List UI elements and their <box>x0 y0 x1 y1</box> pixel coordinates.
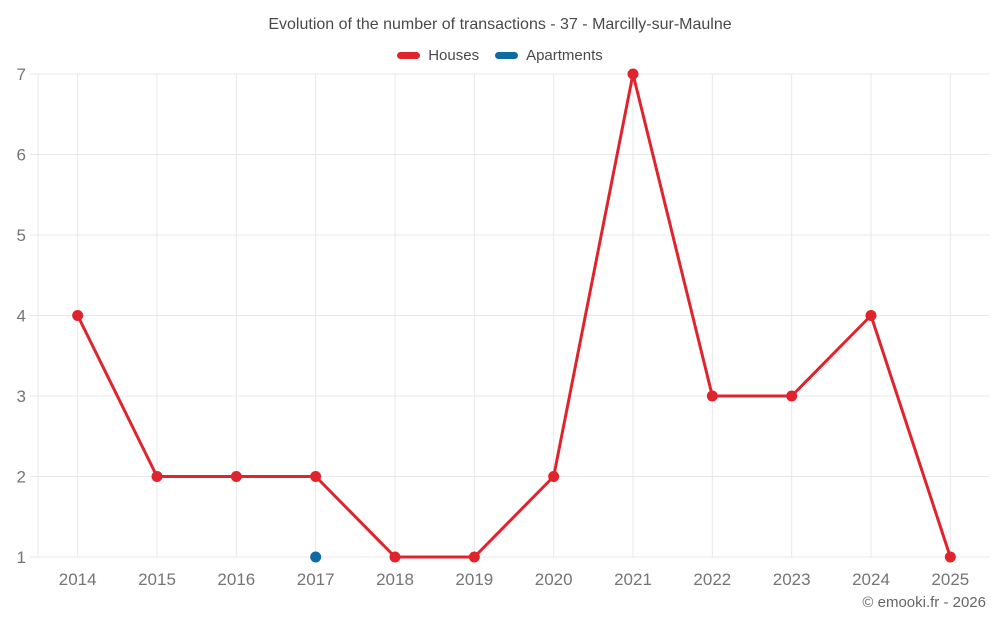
chart-legend: Houses Apartments <box>0 47 1000 64</box>
data-point-houses <box>230 471 242 482</box>
x-axis-label: 2020 <box>535 570 573 589</box>
data-point-houses <box>72 310 84 321</box>
y-axis-label: 7 <box>17 65 26 84</box>
x-axis-label: 2025 <box>931 570 969 589</box>
apartments-swatch <box>495 52 519 59</box>
y-axis-label: 1 <box>17 548 26 567</box>
x-axis-label: 2023 <box>773 570 811 589</box>
x-axis-label: 2018 <box>376 570 414 589</box>
legend-label-houses: Houses <box>428 47 480 64</box>
data-point-houses <box>548 471 560 482</box>
x-axis-label: 2017 <box>297 570 335 589</box>
data-point-houses <box>627 68 639 80</box>
data-point-houses <box>389 551 401 563</box>
x-axis-label: 2015 <box>138 570 176 589</box>
y-axis-label: 2 <box>17 468 26 487</box>
data-point-houses <box>310 471 322 482</box>
data-point-houses <box>865 310 877 321</box>
copyright-text: © emooki.fr - 2026 <box>862 594 986 611</box>
data-point-houses <box>944 551 956 563</box>
y-axis-label: 3 <box>17 387 26 406</box>
data-point-houses <box>706 390 718 402</box>
legend-item-houses[interactable]: Houses <box>397 47 479 64</box>
y-axis-label: 4 <box>17 307 26 326</box>
data-point-houses <box>786 390 798 402</box>
x-axis-label: 2014 <box>59 570 97 589</box>
houses-swatch <box>397 52 421 59</box>
legend-item-apartments[interactable]: Apartments <box>495 47 603 64</box>
series-line-houses <box>76 72 952 559</box>
x-axis-label: 2016 <box>217 570 255 589</box>
x-axis-label: 2022 <box>693 570 731 589</box>
x-axis-label: 2019 <box>455 570 493 589</box>
y-axis-label: 5 <box>17 226 26 245</box>
data-point-houses <box>468 551 480 563</box>
x-axis-label: 2024 <box>852 570 890 589</box>
x-axis-label: 2021 <box>614 570 652 589</box>
y-axis-label: 6 <box>17 146 26 165</box>
data-point-houses <box>151 471 163 482</box>
legend-label-apartments: Apartments <box>526 47 603 64</box>
chart-title: Evolution of the number of transactions … <box>268 16 732 33</box>
data-point-apartments <box>310 551 322 563</box>
